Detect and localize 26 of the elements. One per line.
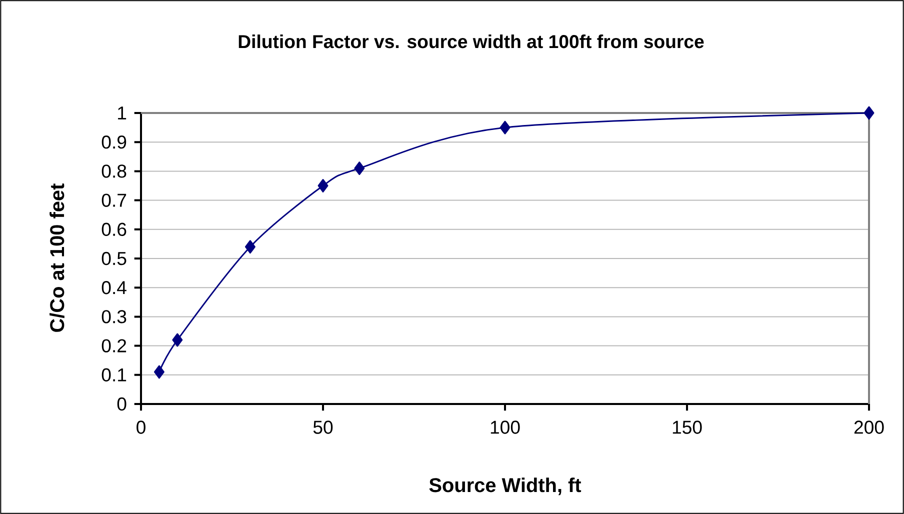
point xyxy=(154,365,164,379)
y-tick-label: 0.3 xyxy=(102,310,126,324)
x-tick-label: 200 xyxy=(854,420,884,434)
point xyxy=(172,333,183,347)
point xyxy=(244,240,256,254)
y-tick-label: 0.7 xyxy=(102,194,126,207)
point xyxy=(500,120,510,134)
point xyxy=(864,106,874,120)
y-tick-label: 0.1 xyxy=(102,368,126,382)
point xyxy=(318,179,328,192)
y-tick-label: 0.9 xyxy=(102,136,126,149)
y-tick-label: 1 xyxy=(118,106,126,120)
x-tick-label: 0 xyxy=(136,420,146,434)
x-axis-title: Source Width, ft xyxy=(429,478,582,496)
chart-title: Dilution Factor vs. source width at 100ft from source xyxy=(238,34,704,48)
y-tick-label: 0 xyxy=(117,397,126,411)
y-tick-label: 0.4 xyxy=(102,281,126,294)
y-tick-label: 0.8 xyxy=(102,164,126,178)
y-tick-label: 0.6 xyxy=(102,222,126,236)
x-tick-label: 50 xyxy=(313,420,333,434)
point xyxy=(354,162,365,176)
x-tick-label: 150 xyxy=(672,420,702,434)
y-axis-title: C/Co at 100 feet xyxy=(50,184,64,332)
y-tick-label: 0.5 xyxy=(102,252,126,266)
x-tick-label: 100 xyxy=(490,420,520,434)
y-tick-label: 0.2 xyxy=(102,339,126,352)
